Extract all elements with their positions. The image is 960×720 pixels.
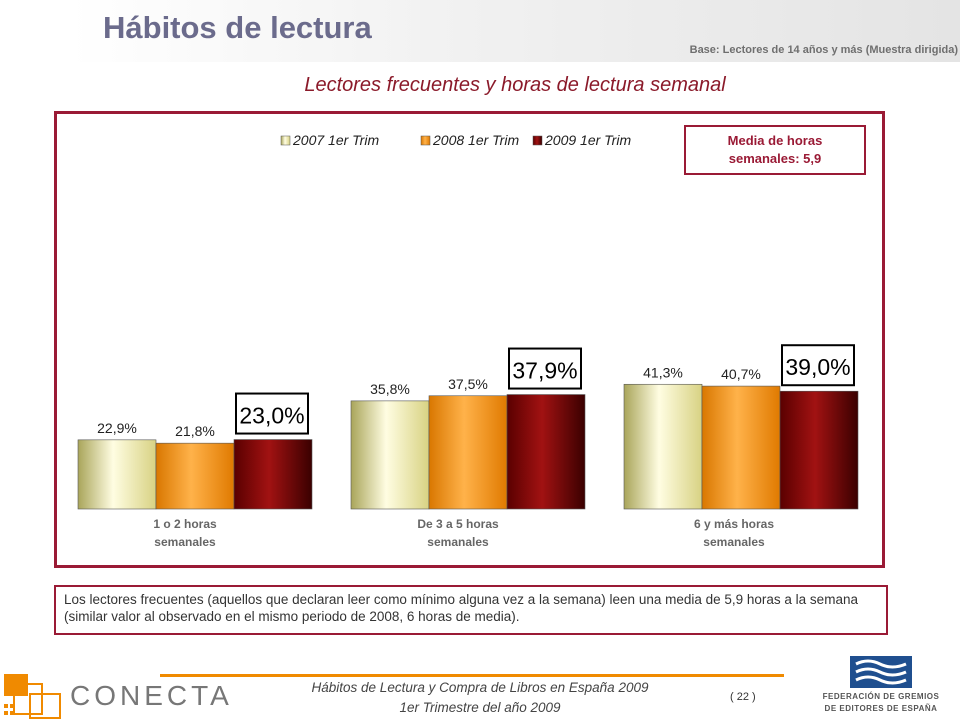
bar-0-0: [77, 439, 157, 510]
chart-subtitle: Lectores frecuentes y horas de lectura s…: [304, 74, 726, 96]
callout-line-2: semanales: 5,9: [728, 151, 822, 166]
category-label: De 3 a 5 horas: [417, 517, 499, 531]
legend-label: 2007 1er Trim: [292, 132, 379, 148]
page-title: Hábitos de lectura: [103, 10, 372, 45]
data-label: 21,8%: [175, 423, 215, 439]
highlight-label-box: [508, 347, 582, 390]
data-label: 37,9%: [512, 358, 577, 384]
highlight-label-box: [781, 344, 855, 387]
data-label: 41,3%: [643, 364, 683, 380]
bar-0-2: [233, 439, 313, 510]
data-label: 35,8%: [370, 381, 410, 397]
page-number: ( 22 ): [730, 691, 756, 703]
federation-logo-icon: [850, 656, 912, 688]
title-band: [70, 0, 960, 62]
data-label: 22,9%: [97, 420, 137, 436]
legend-swatch: [532, 135, 543, 146]
bar-1-2: [506, 394, 586, 510]
bar-2-0: [623, 383, 703, 510]
legend-swatch: [420, 135, 431, 146]
highlight-label-box: [235, 392, 309, 435]
bar-2-2: [779, 390, 859, 510]
bar-2-1: [701, 385, 781, 510]
conecta-brand: CONECTA: [70, 680, 233, 711]
base-note: Base: Lectores de 14 años y más (Muestra…: [689, 44, 958, 56]
data-label: 40,7%: [721, 366, 761, 382]
conecta-logo-icon: [4, 674, 61, 719]
footer-line-1: Hábitos de Lectura y Compra de Libros en…: [311, 680, 649, 695]
note-box: Los lectores frecuentes (aquellos que de…: [54, 585, 888, 635]
average-hours-callout: Media de horas semanales: 5,9: [684, 125, 866, 175]
bar-chart: 22,9% 35,8% 41,3% 21,8% 37,5% 40,7% 23,0% 37,9%…: [77, 132, 859, 549]
legend-label: 2009 1er Trim: [544, 132, 631, 148]
legend-swatch: [280, 135, 291, 146]
data-label: 39,0%: [785, 354, 850, 380]
category-label: semanales: [427, 535, 489, 549]
legend-label: 2008 1er Trim: [432, 132, 519, 148]
footer-divider: [160, 674, 784, 677]
category-label: semanales: [703, 535, 765, 549]
footer-line-2: 1er Trimestre del año 2009: [399, 700, 561, 715]
category-label: 1 o 2 horas: [153, 517, 217, 531]
category-label: 6 y más horas: [694, 517, 774, 531]
federation-line-1: FEDERACIÓN DE GREMIOS: [822, 692, 940, 701]
category-label: semanales: [154, 535, 216, 549]
data-label: 23,0%: [239, 403, 304, 429]
data-label: 37,5%: [448, 376, 488, 392]
bar-0-1: [155, 442, 235, 510]
bar-1-1: [428, 395, 508, 510]
callout-line-1: Media de horas: [727, 133, 823, 148]
federation-line-2: DE EDITORES DE ESPAÑA: [824, 704, 938, 713]
bar-1-0: [350, 400, 430, 510]
chart-frame: 22,9% 35,8% 41,3% 21,8% 37,5% 40,7% 23,0% 37,9%…: [54, 111, 885, 568]
